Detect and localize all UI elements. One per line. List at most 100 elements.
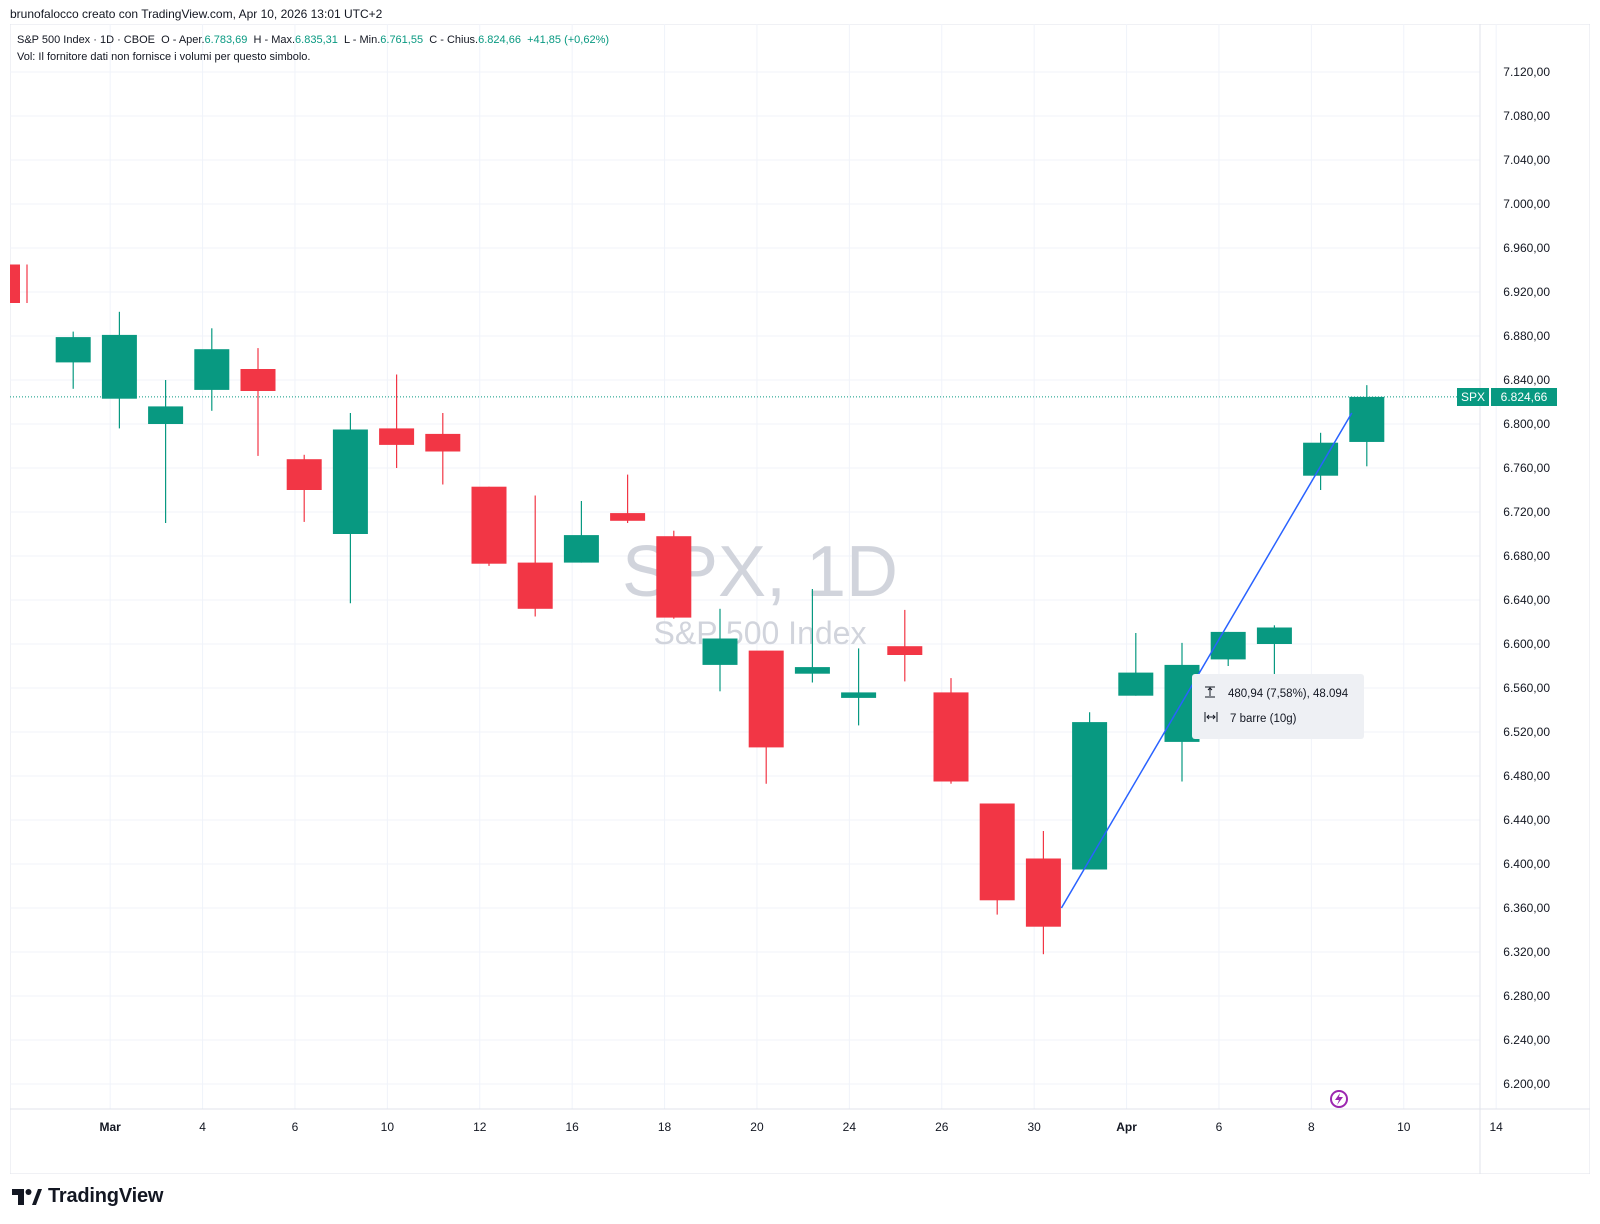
x-tick-label: 20 [750, 1120, 764, 1134]
candle[interactable] [1303, 432, 1339, 490]
watermark-description: S&P 500 Index [654, 615, 867, 651]
candle[interactable] [841, 648, 877, 726]
x-tick-label: 26 [935, 1120, 949, 1134]
x-tick-label: 4 [199, 1120, 206, 1134]
y-tick-label: 6.280,00 [1503, 989, 1550, 1003]
candle-body [10, 264, 20, 303]
axis-layer: 7.120,00 7.080,00 7.040,00 7.000,00 6.960,00… [10, 24, 1590, 1174]
candle-body [656, 536, 692, 618]
legend-high-label: H - Max. [253, 34, 296, 46]
candle[interactable] [1349, 385, 1385, 467]
candle[interactable] [55, 331, 91, 389]
candlestick-chart[interactable]: SPX, 1D S&P 500 Index 7.120,007.080,007.… [10, 24, 1590, 1174]
volume-note: Vol: Il fornitore dati non fornisce i vo… [17, 51, 311, 63]
candle-body [1303, 442, 1339, 476]
candle-body [979, 803, 1015, 901]
candle[interactable] [425, 413, 461, 485]
y-tick-label: 6.720,00 [1503, 505, 1550, 519]
tradingview-logo: TradingView [12, 1185, 163, 1208]
y-tick-label: 6.400,00 [1503, 857, 1550, 871]
candle-body [332, 429, 368, 534]
y-tick-label: 6.200,00 [1503, 1077, 1550, 1091]
y-tick-label: 6.320,00 [1503, 945, 1550, 959]
chart-frame[interactable]: SPX, 1D S&P 500 Index 7.120,00 7.080,00 7.… [10, 24, 1590, 1174]
x-tick-label: 6 [1216, 1120, 1223, 1134]
y-tick-label: 7.120,00 [1503, 65, 1550, 79]
candle[interactable] [933, 678, 969, 784]
legend-high-value: 6.835,31 [295, 34, 338, 46]
candle-body [748, 650, 784, 748]
candle-body [286, 459, 322, 490]
vertical-range-icon [1204, 686, 1216, 701]
candle[interactable] [332, 413, 368, 604]
y-tick-label: 6.800,00 [1503, 417, 1550, 431]
candle[interactable] [194, 328, 230, 411]
candle-body [379, 428, 415, 445]
y-tick-label: 6.840,00 [1503, 373, 1550, 387]
legend-close-label: C - Chius. [429, 34, 479, 46]
candle[interactable] [1072, 712, 1108, 870]
candle[interactable] [101, 311, 137, 429]
candle-body [1025, 858, 1061, 927]
x-tick-label: Mar [99, 1120, 121, 1134]
x-tick-label: 12 [473, 1120, 487, 1134]
measure-price-range: 480,94 (7,58%), 48.094 [1228, 687, 1349, 700]
candle[interactable] [10, 264, 28, 304]
candle[interactable] [1025, 831, 1061, 955]
candle[interactable] [610, 474, 646, 523]
candle-body [1118, 672, 1154, 696]
x-tick-label: 6 [292, 1120, 299, 1134]
candle[interactable] [702, 608, 738, 692]
candle[interactable] [794, 589, 830, 683]
candle-body [563, 535, 599, 563]
y-tick-label: 6.480,00 [1503, 769, 1550, 783]
y-tick-label: 6.760,00 [1503, 461, 1550, 475]
candle-body [1349, 396, 1385, 442]
candle[interactable] [240, 348, 276, 456]
candle-body [887, 646, 923, 655]
trend-line[interactable] [1060, 412, 1353, 909]
candle[interactable] [1210, 631, 1246, 666]
candle-body [517, 562, 553, 609]
candle[interactable] [979, 803, 1015, 915]
candle[interactable] [379, 374, 415, 469]
candle[interactable] [286, 454, 322, 522]
x-tick-label: 24 [843, 1120, 857, 1134]
y-tick-label: 6.440,00 [1503, 813, 1550, 827]
y-tick-label: 6.920,00 [1503, 285, 1550, 299]
candle[interactable] [563, 501, 599, 563]
candle[interactable] [748, 650, 784, 784]
candle-body [471, 486, 507, 564]
y-tick-label: 6.680,00 [1503, 549, 1550, 563]
measure-tooltip: 480,94 (7,58%), 48.094 7 barre (10g) [1192, 674, 1364, 739]
price-tag-symbol: SPX [1457, 387, 1489, 406]
lightning-icon[interactable] [1330, 1090, 1348, 1108]
y-tick-label: 7.040,00 [1503, 153, 1550, 167]
candle[interactable] [1118, 633, 1154, 696]
attribution-text: brunofalocco creato con TradingView.com,… [10, 7, 383, 21]
candle[interactable] [471, 486, 507, 566]
candle-body [794, 667, 830, 674]
trend-layer [1060, 412, 1353, 909]
candle[interactable] [656, 530, 692, 619]
candle[interactable] [517, 495, 553, 617]
x-tick-label: 16 [565, 1120, 579, 1134]
candle-body [933, 692, 969, 782]
candle-body [55, 337, 91, 363]
y-tick-label: 7.080,00 [1503, 109, 1550, 123]
tradingview-logo-text: TradingView [48, 1185, 164, 1207]
measure-bars: 7 barre (10g) [1230, 712, 1297, 725]
legend-symbol: S&P 500 Index · 1D · CBOE [17, 34, 155, 46]
x-tick-label: 14 [1489, 1120, 1503, 1134]
y-tick-label: 7.000,00 [1503, 197, 1550, 211]
candle[interactable] [887, 609, 923, 682]
price-tag-value: 6.824,66 [1491, 387, 1557, 406]
y-tick-label: 6.520,00 [1503, 725, 1550, 739]
symbol-legend: S&P 500 Index · 1D · CBOE O - Aper.6.783… [17, 34, 609, 46]
legend-change: +41,85 (+0,62%) [527, 34, 610, 46]
candle-body [610, 513, 646, 521]
candle[interactable] [148, 380, 184, 523]
y-tick-label: 6.880,00 [1503, 329, 1550, 343]
candle-body [148, 406, 184, 424]
legend-open-value: 6.783,69 [204, 34, 248, 46]
